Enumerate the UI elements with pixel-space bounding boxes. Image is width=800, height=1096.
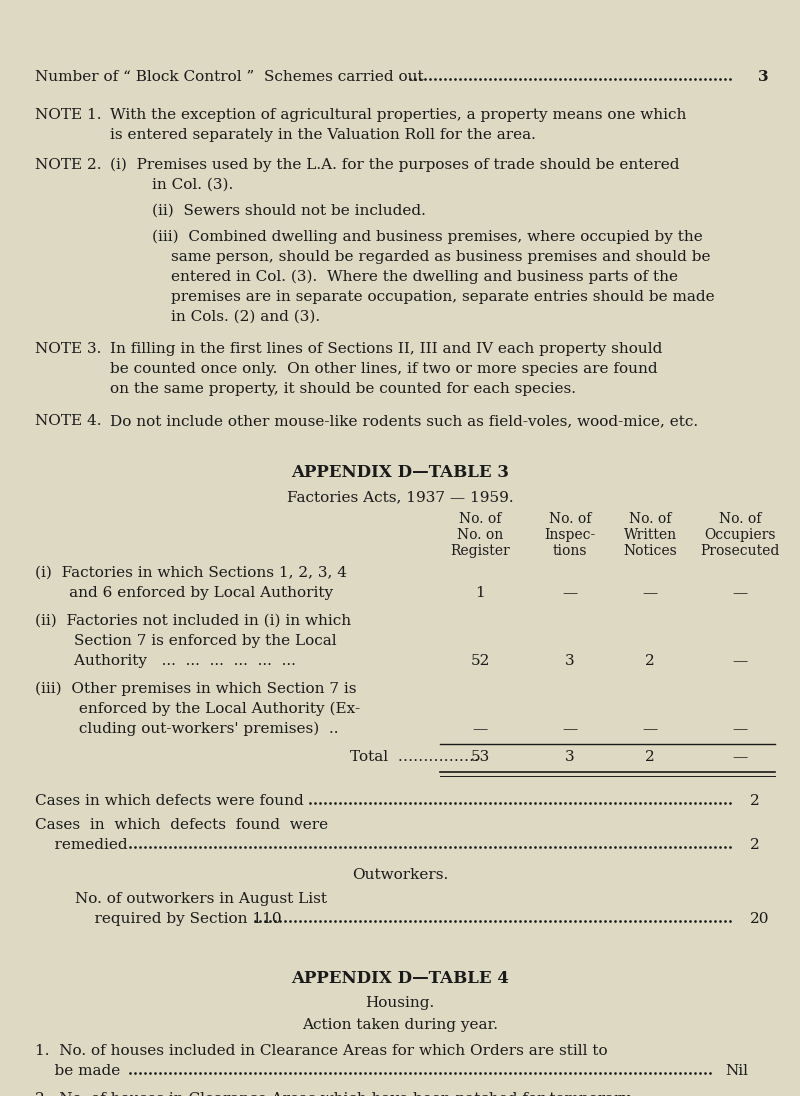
Text: 20: 20 — [750, 912, 770, 926]
Text: Occupiers: Occupiers — [704, 528, 776, 543]
Text: enforced by the Local Authority (Ex-: enforced by the Local Authority (Ex- — [35, 703, 360, 717]
Text: and 6 enforced by Local Authority: and 6 enforced by Local Authority — [35, 586, 333, 600]
Text: (i)  Premises used by the L.A. for the purposes of trade should be entered: (i) Premises used by the L.A. for the pu… — [110, 158, 679, 172]
Text: be made: be made — [35, 1064, 120, 1078]
Text: 52: 52 — [470, 654, 490, 667]
Text: —: — — [732, 722, 748, 737]
Text: (iii)  Other premises in which Section 7 is: (iii) Other premises in which Section 7 … — [35, 682, 357, 696]
Text: With the exception of agricultural properties, a property means one which: With the exception of agricultural prope… — [110, 109, 686, 122]
Text: Notices: Notices — [623, 544, 677, 558]
Text: APPENDIX D—TABLE 4: APPENDIX D—TABLE 4 — [291, 970, 509, 987]
Text: 3: 3 — [565, 654, 575, 667]
Text: Factories Acts, 1937 — 1959.: Factories Acts, 1937 — 1959. — [286, 490, 514, 504]
Text: Cases  in  which  defects  found  were: Cases in which defects found were — [35, 818, 328, 832]
Text: in Col. (3).: in Col. (3). — [152, 178, 234, 192]
Text: Prosecuted: Prosecuted — [700, 544, 780, 558]
Text: 2: 2 — [750, 794, 760, 808]
Text: NOTE 3.: NOTE 3. — [35, 342, 102, 356]
Text: —: — — [562, 722, 578, 737]
Text: 1: 1 — [475, 586, 485, 600]
Text: be counted once only.  On other lines, if two or more species are found: be counted once only. On other lines, if… — [110, 362, 658, 376]
Text: Housing.: Housing. — [366, 996, 434, 1011]
Text: —: — — [732, 654, 748, 667]
Text: Section 7 is enforced by the Local: Section 7 is enforced by the Local — [35, 633, 337, 648]
Text: 2: 2 — [645, 654, 655, 667]
Text: (ii)  Factories not included in (i) in which: (ii) Factories not included in (i) in wh… — [35, 614, 351, 628]
Text: Written: Written — [623, 528, 677, 543]
Text: No. of outworkers in August List: No. of outworkers in August List — [75, 892, 327, 906]
Text: required by Section 110: required by Section 110 — [75, 912, 282, 926]
Text: (ii)  Sewers should not be included.: (ii) Sewers should not be included. — [152, 204, 426, 218]
Text: No. of: No. of — [719, 512, 761, 526]
Text: APPENDIX D—TABLE 3: APPENDIX D—TABLE 3 — [291, 464, 509, 481]
Text: In filling in the first lines of Sections II, III and IV each property should: In filling in the first lines of Section… — [110, 342, 662, 356]
Text: —: — — [562, 586, 578, 600]
Text: NOTE 4.: NOTE 4. — [35, 414, 102, 429]
Text: 2.  No. of houses in Clearance Areas which have been patched for temporary: 2. No. of houses in Clearance Areas whic… — [35, 1092, 630, 1096]
Text: —: — — [642, 722, 658, 737]
Text: —: — — [732, 750, 748, 764]
Text: Outworkers.: Outworkers. — [352, 868, 448, 882]
Text: 1.  No. of houses included in Clearance Areas for which Orders are still to: 1. No. of houses included in Clearance A… — [35, 1044, 608, 1058]
Text: No. of: No. of — [629, 512, 671, 526]
Text: Inspec-: Inspec- — [544, 528, 596, 543]
Text: premises are in separate occupation, separate entries should be made: premises are in separate occupation, sep… — [171, 290, 714, 304]
Text: Authority   ...  ...  ...  ...  ...  ...: Authority ... ... ... ... ... ... — [35, 654, 296, 667]
Text: (iii)  Combined dwelling and business premises, where occupied by the: (iii) Combined dwelling and business pre… — [152, 230, 702, 244]
Text: remedied: remedied — [35, 838, 128, 852]
Text: No. of: No. of — [549, 512, 591, 526]
Text: Action taken during year.: Action taken during year. — [302, 1018, 498, 1032]
Text: 3: 3 — [758, 70, 769, 84]
Text: —: — — [642, 586, 658, 600]
Text: 2: 2 — [645, 750, 655, 764]
Text: in Cols. (2) and (3).: in Cols. (2) and (3). — [171, 310, 320, 324]
Text: same person, should be regarded as business premises and should be: same person, should be regarded as busin… — [171, 250, 710, 264]
Text: No. on: No. on — [457, 528, 503, 543]
Text: —: — — [472, 722, 488, 737]
Text: —: — — [732, 586, 748, 600]
Text: (i)  Factories in which Sections 1, 2, 3, 4: (i) Factories in which Sections 1, 2, 3,… — [35, 566, 347, 580]
Text: cluding out-workers' premises)  ..: cluding out-workers' premises) .. — [35, 722, 338, 737]
Text: 53: 53 — [470, 750, 490, 764]
Text: Nil: Nil — [725, 1064, 748, 1078]
Text: Total  …………….: Total ……………. — [350, 750, 479, 764]
Text: tions: tions — [553, 544, 587, 558]
Text: Number of “ Block Control ”  Schemes carried out: Number of “ Block Control ” Schemes carr… — [35, 70, 424, 84]
Text: on the same property, it should be counted for each species.: on the same property, it should be count… — [110, 383, 576, 396]
Text: 2: 2 — [750, 838, 760, 852]
Text: Register: Register — [450, 544, 510, 558]
Text: entered in Col. (3).  Where the dwelling and business parts of the: entered in Col. (3). Where the dwelling … — [171, 270, 678, 284]
Text: Do not include other mouse-like rodents such as field-voles, wood-mice, etc.: Do not include other mouse-like rodents … — [110, 414, 698, 429]
Text: Cases in which defects were found: Cases in which defects were found — [35, 794, 304, 808]
Text: No. of: No. of — [459, 512, 501, 526]
Text: NOTE 2.: NOTE 2. — [35, 158, 102, 172]
Text: NOTE 1.: NOTE 1. — [35, 109, 102, 122]
Text: 3: 3 — [565, 750, 575, 764]
Text: is entered separately in the Valuation Roll for the area.: is entered separately in the Valuation R… — [110, 128, 536, 142]
